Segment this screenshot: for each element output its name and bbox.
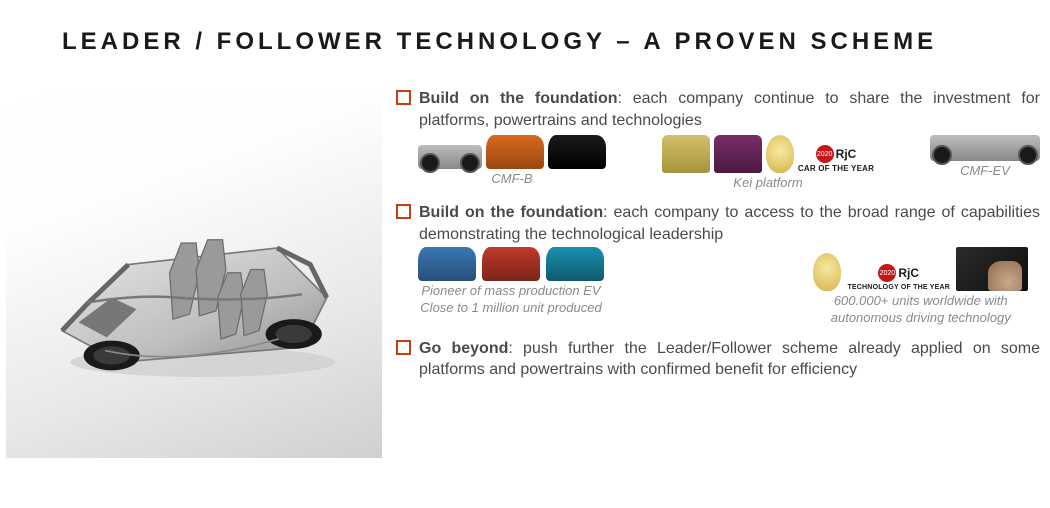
platform-cmf-b-imgs	[418, 135, 606, 169]
bullet-3-bold: Go beyond	[419, 340, 508, 357]
award-brand: RjC	[836, 148, 857, 160]
platform-cmf-ev-imgs	[930, 135, 1040, 161]
award-line: TECHNOLOGY OF THE YEAR	[847, 284, 950, 291]
platform-cmf-ev: CMF-EV	[930, 135, 1040, 190]
award-line: CAR OF THE YEAR	[798, 165, 874, 173]
bullet-2-bold: Build on the foundation	[419, 204, 603, 221]
platforms-row: CMF-B 2020 RjC CAR OF THE YEAR Kei plat	[396, 131, 1040, 190]
bullet-box-icon	[396, 204, 411, 219]
steering-hand-image	[956, 247, 1028, 291]
chassis-icon	[418, 145, 482, 169]
platform-label: CMF-B	[491, 171, 532, 186]
bullet-box-icon	[396, 340, 411, 355]
bullet-1-text: Build on the foundation: each company co…	[419, 88, 1040, 131]
tech-left-caption: Pioneer of mass production EV Close to 1…	[420, 283, 601, 316]
car-icon	[548, 135, 606, 169]
bullet-1-bold: Build on the foundation	[419, 90, 618, 107]
bullet-3-head: Go beyond: push further the Leader/Follo…	[396, 338, 1040, 381]
car-icon	[482, 247, 540, 281]
caption-line: Close to 1 million unit produced	[420, 300, 601, 315]
rjc-award: 2020 RjC TECHNOLOGY OF THE YEAR	[847, 264, 950, 291]
car-icon	[546, 247, 604, 281]
bullet-3-text: Go beyond: push further the Leader/Follo…	[419, 338, 1040, 381]
rjc-award: 2020 RjC CAR OF THE YEAR	[798, 145, 874, 173]
page-title: LEADER / FOLLOWER TECHNOLOGY – A PROVEN …	[62, 28, 937, 56]
award-year-dot: 2020	[816, 145, 834, 163]
bullet-2-head: Build on the foundation: each company to…	[396, 202, 1040, 245]
caption-line: Pioneer of mass production EV	[421, 283, 600, 298]
award-brand: RjC	[898, 267, 919, 279]
tech-row: Pioneer of mass production EV Close to 1…	[396, 245, 1040, 326]
bullet-box-icon	[396, 90, 411, 105]
tech-left: Pioneer of mass production EV Close to 1…	[418, 247, 604, 316]
tech-right: 2020 RjC TECHNOLOGY OF THE YEAR 600.000+…	[813, 247, 1028, 326]
award-badge-icon	[813, 253, 841, 291]
bullet-1-head: Build on the foundation: each company co…	[396, 88, 1040, 131]
award-badge-icon	[766, 135, 794, 173]
car-icon	[418, 247, 476, 281]
bullet-2-text: Build on the foundation: each company to…	[419, 202, 1040, 245]
car-icon	[714, 135, 762, 173]
platform-label: Kei platform	[733, 175, 802, 190]
award-year-dot: 2020	[878, 264, 896, 282]
platform-kei-imgs: 2020 RjC CAR OF THE YEAR	[662, 135, 874, 173]
chassis-illustration	[29, 157, 360, 389]
bullet-3-rest: : push further the Leader/Follower schem…	[419, 340, 1040, 379]
bullets-container: Build on the foundation: each company co…	[396, 88, 1040, 381]
tech-left-imgs	[418, 247, 604, 281]
car-icon	[486, 135, 544, 169]
tech-right-imgs: 2020 RjC TECHNOLOGY OF THE YEAR	[813, 247, 1028, 291]
bullet-1: Build on the foundation: each company co…	[396, 88, 1040, 190]
bullet-2: Build on the foundation: each company to…	[396, 202, 1040, 326]
platform-cmf-b: CMF-B	[418, 135, 606, 190]
platform-kei: 2020 RjC CAR OF THE YEAR Kei platform	[662, 135, 874, 190]
hero-chassis-image	[6, 88, 382, 458]
caption-line: autonomous driving technology	[831, 310, 1011, 325]
caption-line: 600.000+ units worldwide with	[834, 293, 1008, 308]
bullet-3: Go beyond: push further the Leader/Follo…	[396, 338, 1040, 381]
car-icon	[662, 135, 710, 173]
chassis-icon	[930, 135, 1040, 161]
platform-label: CMF-EV	[960, 163, 1010, 178]
tech-right-caption: 600.000+ units worldwide with autonomous…	[831, 293, 1011, 326]
